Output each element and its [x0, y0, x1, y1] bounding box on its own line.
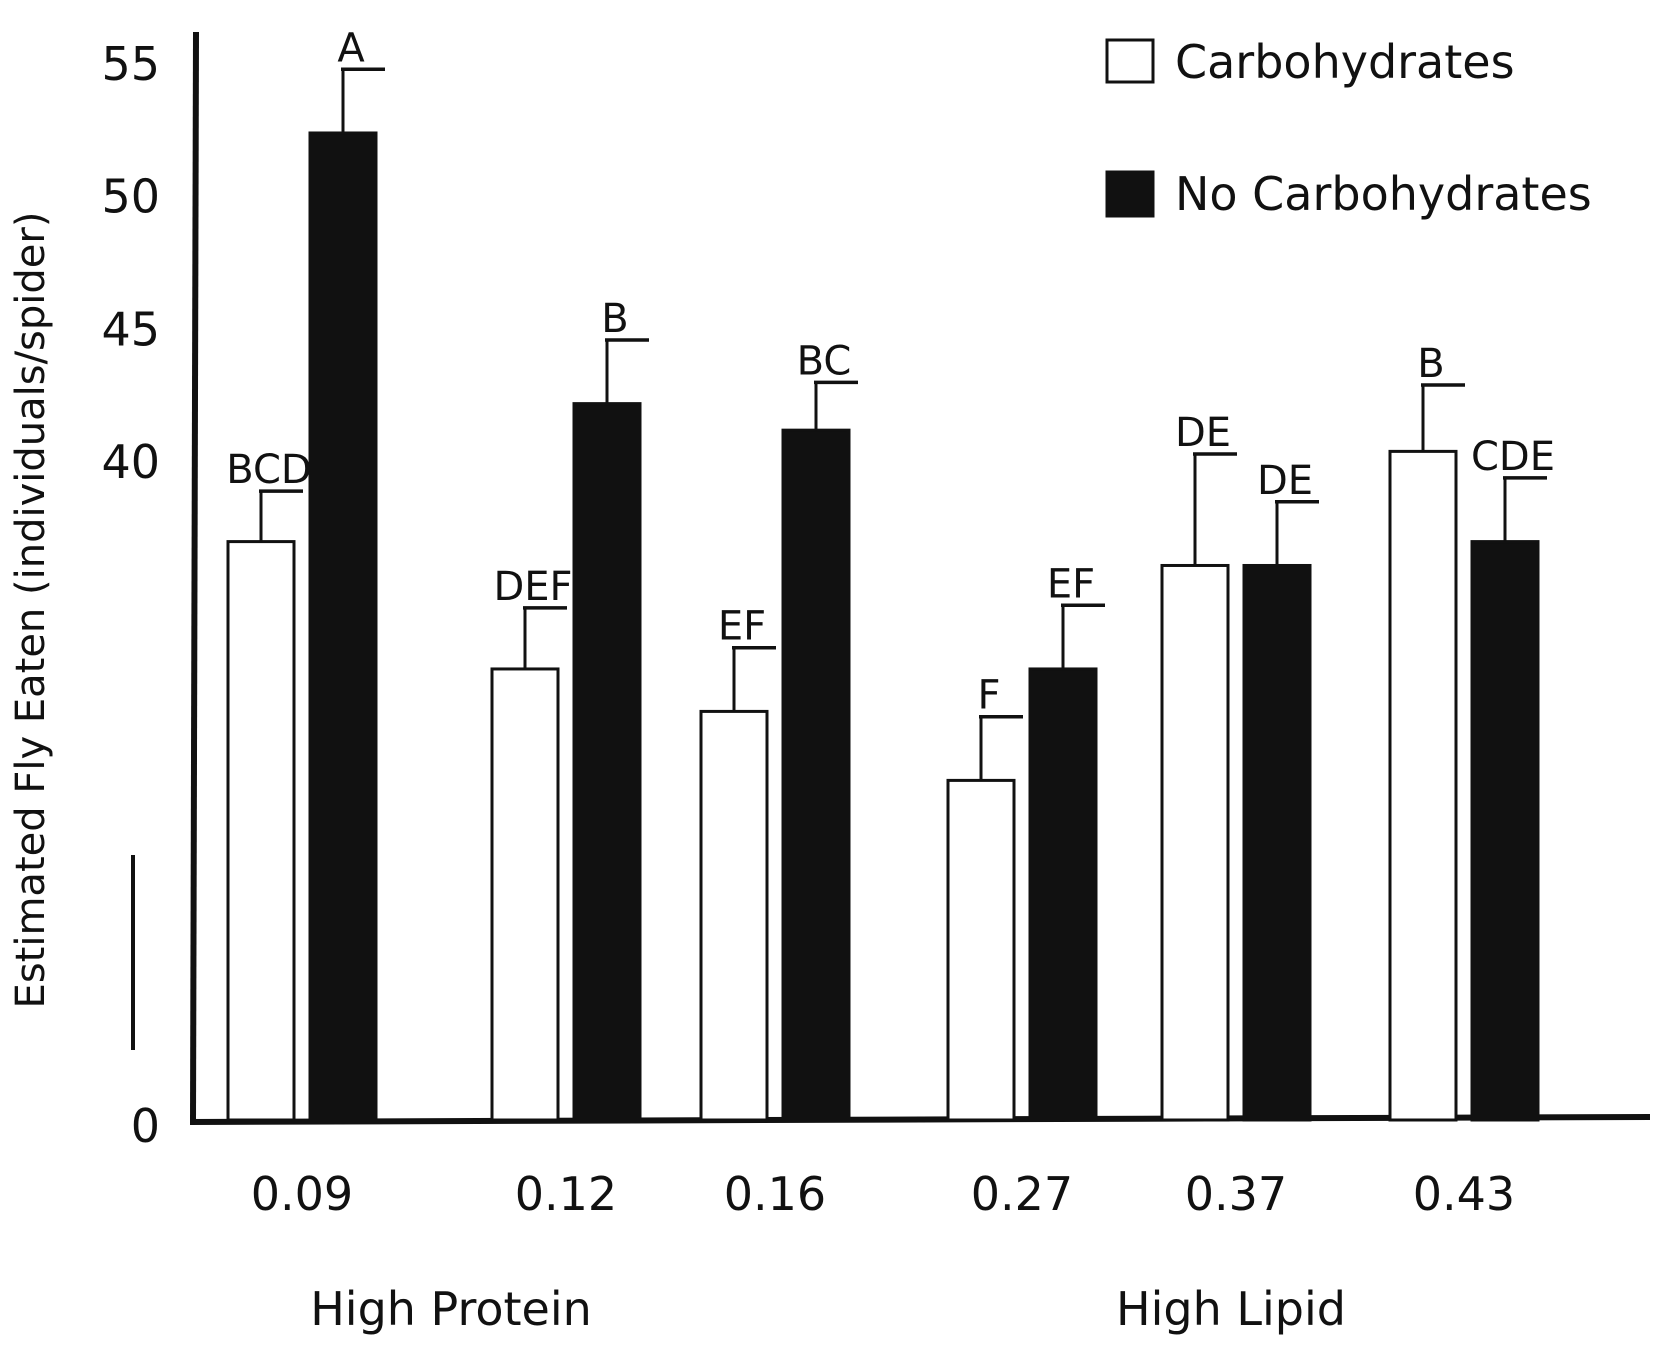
legend-swatch-carbohydrates: [1105, 38, 1155, 84]
bar-carbohydrates-0.09: [226, 540, 296, 1122]
legend-swatch-no-carbohydrates: [1105, 170, 1155, 218]
legend-label-no-carbohydrates: No Carbohydrates: [1175, 167, 1592, 221]
bar-no-carbohydrates-0.12: [572, 402, 642, 1122]
significance-letter-1-0.09: A: [337, 25, 365, 71]
y-tick-label-50: 50: [101, 170, 160, 224]
significance-letter-0-0.37: DE: [1175, 410, 1231, 456]
bar-no-carbohydrates-0.43: [1470, 540, 1540, 1122]
group-label-high-lipid: High Lipid: [1116, 1282, 1346, 1336]
y-tick-label-45: 45: [101, 302, 160, 356]
bar-no-carbohydrates-0.09: [308, 131, 378, 1122]
group-label-high-protein: High Protein: [310, 1282, 592, 1336]
significance-letter-0-0.27: F: [977, 673, 1000, 719]
y-axis-line: [190, 31, 199, 1123]
legend: Carbohydrates No Carbohydrates: [1105, 35, 1592, 221]
y-tick-label-55: 55: [101, 37, 160, 91]
significance-letter-1-0.37: DE: [1257, 458, 1313, 504]
significance-letter-0-0.43: B: [1417, 341, 1444, 387]
x-tick-label-0.09: 0.09: [251, 1167, 353, 1221]
significance-letter-1-0.43: CDE: [1471, 434, 1555, 480]
legend-label-carbohydrates: Carbohydrates: [1175, 35, 1515, 89]
significance-letter-0-0.16: EF: [718, 604, 766, 650]
significance-letter-1-0.12: B: [601, 296, 628, 342]
x-tick-label-0.27: 0.27: [971, 1167, 1073, 1221]
significance-letters: BCD A DEF B EF BC F EF DE DE B CDE: [226, 25, 1555, 718]
y-tick-label-0: 0: [131, 1099, 160, 1153]
bar-carbohydrates-0.43: [1388, 449, 1458, 1122]
x-tick-label-0.43: 0.43: [1413, 1167, 1515, 1221]
y-tick-label-40: 40: [101, 435, 160, 489]
x-tick-label-0.16: 0.16: [724, 1167, 826, 1221]
error-bars: [259, 67, 1547, 781]
significance-letter-1-0.16: BC: [797, 338, 852, 384]
bar-no-carbohydrates-0.37: [1242, 563, 1312, 1122]
significance-letter-0-0.09: BCD: [226, 447, 311, 493]
y-axis-label: Estimated Fly Eaten (individuals/spider): [8, 212, 54, 1009]
x-tick-labels: 0.09 0.12 0.16 0.27 0.37 0.43: [251, 1167, 1515, 1221]
y-tick-labels: 0 40 45 50 55: [101, 37, 160, 1153]
bar-no-carbohydrates-0.16: [781, 428, 851, 1122]
significance-letter-1-0.27: EF: [1047, 561, 1095, 607]
x-tick-label-0.12: 0.12: [515, 1167, 617, 1221]
bars: [226, 131, 1540, 1122]
bar-carbohydrates-0.37: [1160, 563, 1230, 1122]
bar-no-carbohydrates-0.27: [1028, 667, 1098, 1122]
bar-carbohydrates-0.16: [699, 709, 769, 1122]
bar-carbohydrates-0.12: [490, 667, 560, 1122]
significance-letter-0-0.12: DEF: [493, 564, 572, 610]
x-tick-label-0.37: 0.37: [1185, 1167, 1287, 1221]
bar-carbohydrates-0.27: [946, 778, 1016, 1122]
